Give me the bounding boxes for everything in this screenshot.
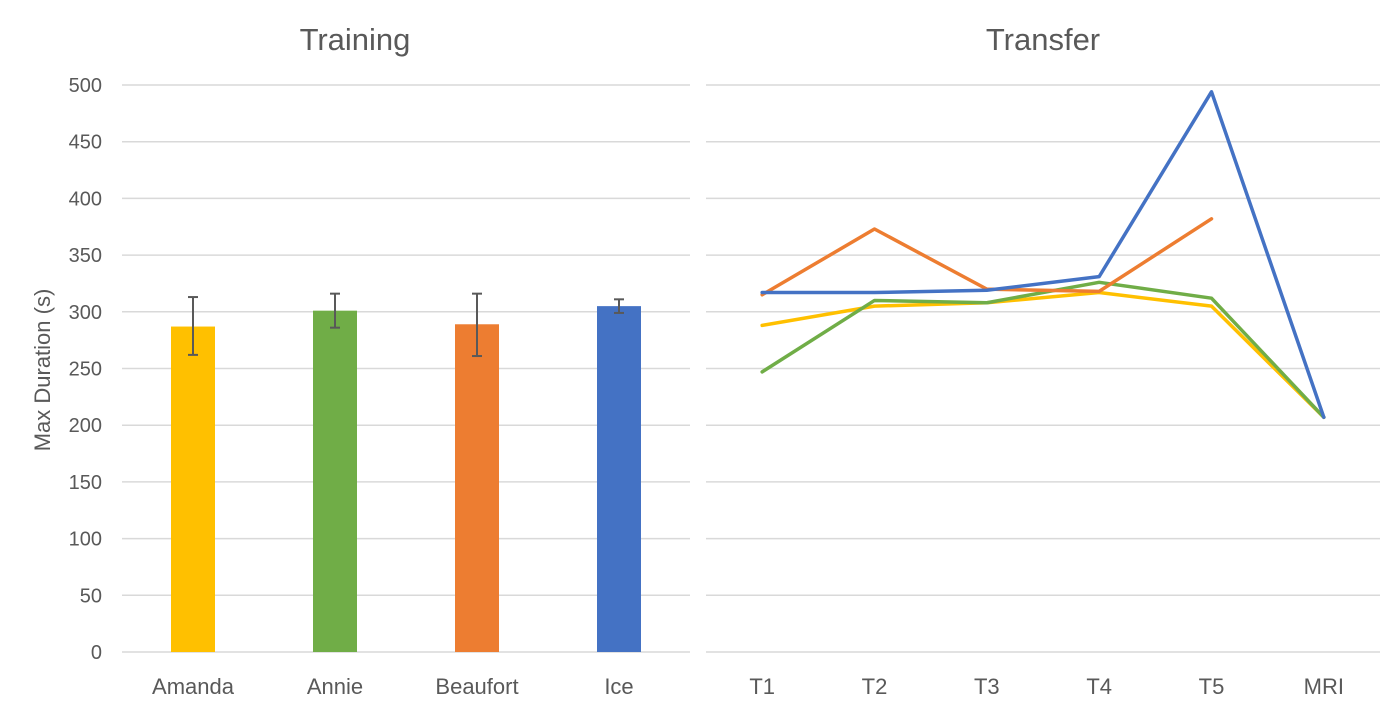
series-line bbox=[760, 290, 1326, 420]
bar-ice bbox=[597, 306, 641, 652]
y-tick-label: 300 bbox=[69, 302, 102, 324]
y-tick-label: 100 bbox=[69, 529, 102, 551]
y-tick-label: 0 bbox=[91, 642, 102, 664]
training-gridlines bbox=[122, 84, 690, 653]
transfer-lines bbox=[760, 90, 1326, 420]
training-x-labels: Amanda Annie Beaufort Ice bbox=[152, 674, 634, 699]
x-category-label: T4 bbox=[1086, 674, 1112, 699]
y-axis-label: Max Duration (s) bbox=[30, 289, 55, 452]
series-line bbox=[760, 90, 1326, 420]
training-bars bbox=[171, 306, 641, 652]
y-tick-label: 150 bbox=[69, 472, 102, 494]
error-bar-beaufort bbox=[472, 292, 482, 358]
series-line bbox=[760, 217, 1214, 297]
x-category-label: Ice bbox=[604, 674, 633, 699]
transfer-gridlines bbox=[706, 84, 1380, 653]
transfer-title: Transfer bbox=[986, 22, 1100, 57]
x-category-label: Amanda bbox=[152, 674, 235, 699]
training-chart: Training Max Duration (s) 0 50 100 150 200 25… bbox=[30, 22, 690, 699]
bar-beaufort bbox=[455, 324, 499, 652]
x-category-label: T5 bbox=[1199, 674, 1225, 699]
y-tick-label: 350 bbox=[69, 245, 102, 267]
error-bar-annie bbox=[330, 292, 340, 329]
y-tick-label: 500 bbox=[69, 75, 102, 97]
y-tick-label: 450 bbox=[69, 132, 102, 154]
x-category-label: Beaufort bbox=[435, 674, 518, 699]
bar-amanda bbox=[171, 326, 215, 652]
transfer-x-labels: T1 T2 T3 T4 T5 MRI bbox=[749, 674, 1344, 699]
x-category-label: T2 bbox=[862, 674, 888, 699]
training-error-bars bbox=[188, 292, 624, 358]
x-category-label: T1 bbox=[749, 674, 775, 699]
training-y-ticks: 0 50 100 150 200 250 300 350 400 450 500 bbox=[69, 75, 102, 664]
error-bar-amanda bbox=[188, 296, 198, 356]
y-tick-label: 400 bbox=[69, 188, 102, 210]
y-tick-label: 200 bbox=[69, 415, 102, 437]
x-category-label: T3 bbox=[974, 674, 1000, 699]
y-tick-label: 50 bbox=[80, 585, 102, 607]
transfer-chart: Transfer T1 T2 T3 T4 T5 MRI bbox=[706, 22, 1380, 699]
error-bar-ice bbox=[614, 298, 624, 314]
bar-annie bbox=[313, 310, 357, 652]
series-line bbox=[760, 280, 1326, 420]
training-title: Training bbox=[300, 22, 411, 57]
x-category-label: MRI bbox=[1304, 674, 1344, 699]
x-category-label: Annie bbox=[307, 674, 363, 699]
y-tick-label: 250 bbox=[69, 359, 102, 381]
